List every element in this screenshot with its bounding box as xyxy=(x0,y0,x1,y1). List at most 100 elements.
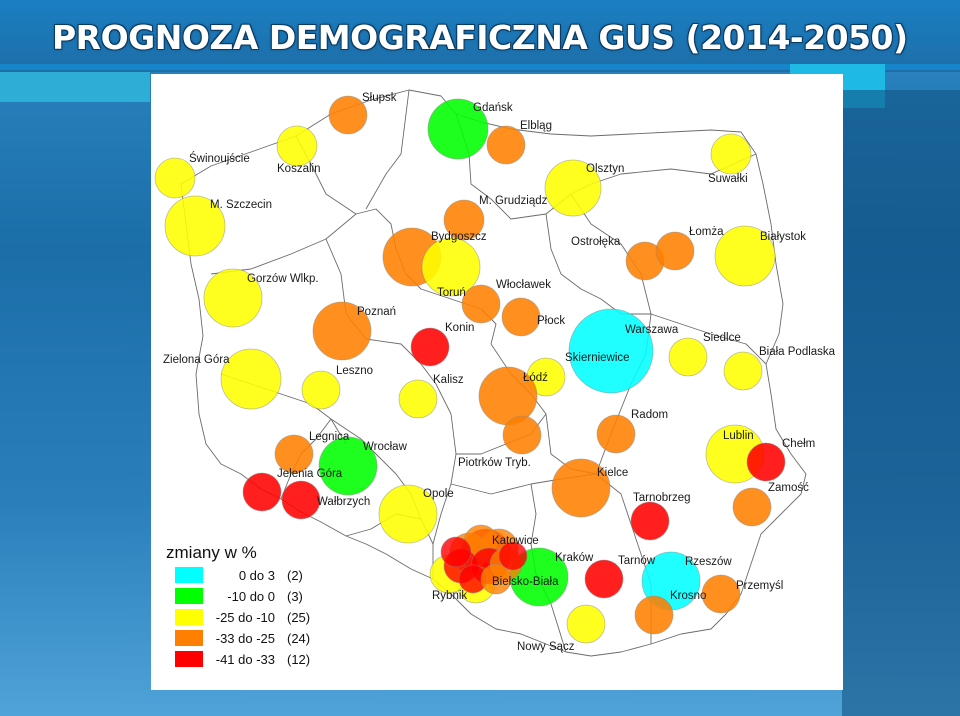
city-label-gdansk: Gdańsk xyxy=(473,102,513,114)
city-label-kalisz: Kalisz xyxy=(433,374,464,386)
region-border xyxy=(365,89,410,210)
city-labels: Słupsk Gdańsk Elbląg Świnoujście Koszalin Ols… xyxy=(163,92,836,653)
city-marker-olsztyn xyxy=(544,159,602,217)
city-label-suwalki: Suwałki xyxy=(708,173,748,185)
city-marker-tarnow xyxy=(584,559,624,599)
city-label-m-grudziadz: M. Grudziądz xyxy=(479,195,548,207)
legend-count: (25) xyxy=(287,610,310,625)
city-marker-koszalin xyxy=(276,125,318,167)
city-label-skierniewice: Skierniewice xyxy=(565,352,630,364)
city-marker-piotrkow-tryb xyxy=(502,415,542,455)
city-marker-konin xyxy=(410,327,450,367)
city-marker-slupsk xyxy=(328,95,368,135)
city-label-przemysl: Przemyśl xyxy=(736,580,783,592)
region-border xyxy=(210,213,357,275)
city-marker-m-grudziadz xyxy=(443,199,485,241)
legend-count: (3) xyxy=(287,589,303,604)
legend-range: 0 do 3 xyxy=(239,568,275,583)
city-marker-poznan xyxy=(312,301,372,361)
city-marker-zielona-gora xyxy=(220,348,282,410)
map-panel: Słupsk Gdańsk Elbląg Świnoujście Koszalin Ols… xyxy=(151,74,843,690)
city-label-walbrzych: Wałbrzych xyxy=(317,496,370,508)
city-marker-siedlce xyxy=(668,337,708,377)
city-label-rybnik: Rybnik xyxy=(432,590,467,602)
city-marker-m-szczecin xyxy=(164,195,226,257)
city-label-katowice: Katowice xyxy=(492,535,539,547)
legend-range: -33 do -25 xyxy=(216,631,275,646)
city-marker-plock xyxy=(501,297,541,337)
city-label-krakow: Kraków xyxy=(555,552,594,564)
city-marker-kielce xyxy=(551,458,611,518)
city-label-tarnobrzeg: Tarnobrzeg xyxy=(633,492,691,504)
city-label-zielona-gora: Zielona Góra xyxy=(163,354,230,366)
city-label-swinoujscie: Świnoujście xyxy=(189,152,250,165)
city-label-lublin: Lublin xyxy=(723,430,754,442)
silesia-cluster-marker xyxy=(480,563,512,595)
city-marker-nowy-sacz xyxy=(566,604,606,644)
city-marker-gorzow-wlkp xyxy=(203,268,263,328)
city-label-wroclaw: Wrocław xyxy=(363,441,408,453)
city-label-radom: Radom xyxy=(631,409,668,421)
city-marker-przemysl xyxy=(701,574,741,614)
legend-range: -10 do 0 xyxy=(227,589,275,604)
city-label-krosno: Krosno xyxy=(670,590,706,602)
city-label-bielsko-biala: Bielsko-Biała xyxy=(492,576,559,588)
city-label-rzeszow: Rzeszów xyxy=(685,556,732,568)
legend-title: zmiany w % xyxy=(166,543,257,562)
city-label-wloclawek: Włocławek xyxy=(496,279,551,291)
silesia-cluster-marker xyxy=(440,536,472,568)
legend-swatch xyxy=(175,567,203,583)
city-marker-tarnobrzeg xyxy=(630,501,670,541)
city-marker-wroclaw xyxy=(318,436,378,496)
city-label-lodz: Łódź xyxy=(523,372,548,384)
side-shadow-block xyxy=(842,90,960,716)
poland-map: Słupsk Gdańsk Elbląg Świnoujście Koszalin Ols… xyxy=(154,89,836,667)
city-marker-lomza xyxy=(655,231,695,271)
legend-swatch xyxy=(175,588,203,604)
title-band xyxy=(0,0,960,72)
city-marker-swinoujscie xyxy=(154,157,196,199)
city-label-tarnow: Tarnów xyxy=(618,555,656,567)
city-markers xyxy=(154,95,786,644)
city-marker-zamosc xyxy=(732,487,772,527)
city-label-olsztyn: Olsztyn xyxy=(586,163,624,175)
silesia-cluster-marker xyxy=(498,541,528,571)
city-label-m-szczecin: M. Szczecin xyxy=(210,199,272,211)
city-label-plock: Płock xyxy=(537,315,565,327)
slide-title: PROGNOZA DEMOGRAFICZNA GUS (2014-2050) xyxy=(52,18,908,57)
city-marker-walbrzych xyxy=(281,480,321,520)
city-marker-suwalki xyxy=(710,133,752,175)
city-label-piotrkow-tryb: Piotrków Tryb. xyxy=(458,457,531,469)
city-marker-krosno xyxy=(634,595,674,635)
city-label-bialystok: Białystok xyxy=(760,231,806,243)
legend-range: -25 do -10 xyxy=(216,610,275,625)
city-label-poznan: Poznań xyxy=(357,306,396,318)
city-marker-torun xyxy=(421,237,481,297)
legend-count: (12) xyxy=(287,652,310,667)
city-marker-biala-podlaska xyxy=(723,351,763,391)
city-marker-bialystok xyxy=(714,225,776,287)
city-label-koszalin: Koszalin xyxy=(277,163,320,175)
city-marker-elblag xyxy=(486,125,526,165)
legend-swatch xyxy=(175,651,203,667)
city-marker-gdansk xyxy=(427,98,489,160)
city-marker-legnica xyxy=(274,434,314,474)
region-border xyxy=(650,313,767,365)
city-label-opole: Opole xyxy=(423,488,454,500)
city-label-lomza: Łomża xyxy=(689,226,724,238)
legend: zmiany w % 0 do 3 (2) -10 do 0 (3) -25 do -1… xyxy=(166,543,310,667)
legend-swatch xyxy=(175,630,203,646)
city-marker-kalisz xyxy=(398,379,438,419)
city-marker-wloclawek xyxy=(461,284,501,324)
city-marker-jelenia-gora xyxy=(242,472,282,512)
city-label-gorzow-wlkp: Gorzów Wlkp. xyxy=(247,273,319,285)
city-label-biala-podlaska: Biała Podlaska xyxy=(759,346,836,358)
city-label-konin: Konin xyxy=(445,322,474,334)
city-marker-warszawa xyxy=(568,308,654,394)
title-accent-stripe xyxy=(0,64,960,70)
city-label-kielce: Kielce xyxy=(597,467,628,479)
city-label-leszno: Leszno xyxy=(336,365,373,377)
title-accent-block-left xyxy=(0,72,150,102)
city-label-bydgoszcz: Bydgoszcz xyxy=(431,231,487,243)
legend-count: (2) xyxy=(287,568,303,583)
